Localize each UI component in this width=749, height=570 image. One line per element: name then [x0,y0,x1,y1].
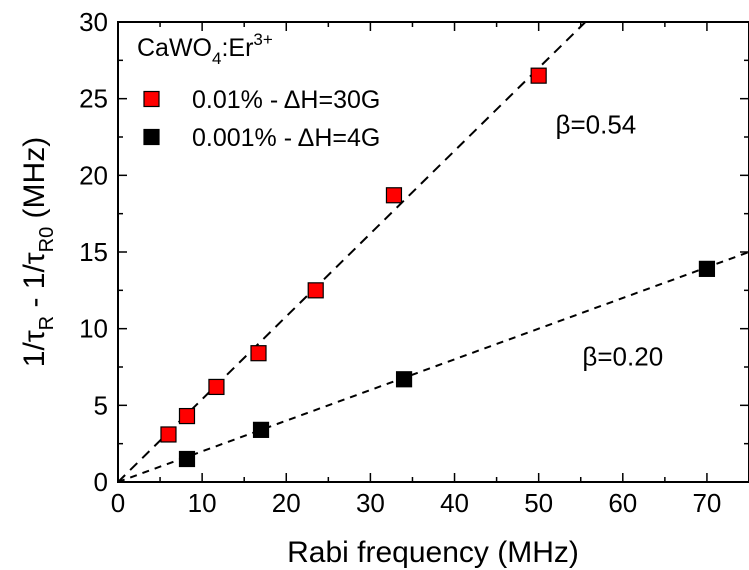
data-points [160,67,716,468]
x-axis-title: Rabi frequency (MHz) [287,536,579,569]
legend: CaWO4:Er3+ 0.01% - ΔH=30G 0.001% - ΔH=4G [137,30,380,152]
y-tick-label: 0 [94,467,108,497]
legend-marker-2 [143,128,160,146]
fit-lines [118,22,749,482]
axis-ticks [117,21,749,483]
series-2-point [395,371,413,388]
legend-label-2: 0.001% - ΔH=4G [192,124,380,152]
y-tick-label: 30 [79,7,108,37]
tick-labels: 0 10 20 30 40 50 60 70 0 5 10 15 20 25 30 [79,7,721,518]
x-tick-label: 30 [356,488,385,518]
fit-line-1 [118,22,587,482]
legend-marker-1 [143,90,160,108]
y-tick-label: 5 [94,390,108,420]
series-1-point [307,282,324,299]
beta-annotation-2: β=0.20 [582,341,663,371]
y-tick-label: 20 [79,160,108,190]
y-tick-label: 15 [79,237,108,267]
annotations: β=0.54 β=0.20 [556,110,664,372]
series-2-point [252,421,270,438]
fit-line-2 [118,251,749,482]
series-1-point [160,426,177,443]
series-1-point [178,407,196,425]
x-tick-label: 10 [188,488,217,518]
series-2-point [698,260,716,277]
x-tick-label: 0 [111,488,125,518]
legend-label-1: 0.01% - ΔH=30G [192,86,380,114]
series-2-point [178,450,196,468]
series-1-point [208,378,225,396]
x-tick-label: 40 [440,488,469,518]
y-tick-label: 25 [79,84,108,114]
x-tick-label: 60 [608,488,637,518]
series-1-point [530,67,547,84]
x-tick-label: 50 [524,488,553,518]
series-1-point [250,345,267,362]
y-axis-title: 1/τR - 1/τR0 (MHz) [18,137,58,367]
x-tick-label: 20 [272,488,301,518]
series-1-point [385,187,403,204]
beta-annotation-1: β=0.54 [556,110,637,140]
legend-title: CaWO4:Er3+ [137,30,273,68]
y-tick-label: 10 [79,314,108,344]
x-tick-label: 70 [692,488,721,518]
